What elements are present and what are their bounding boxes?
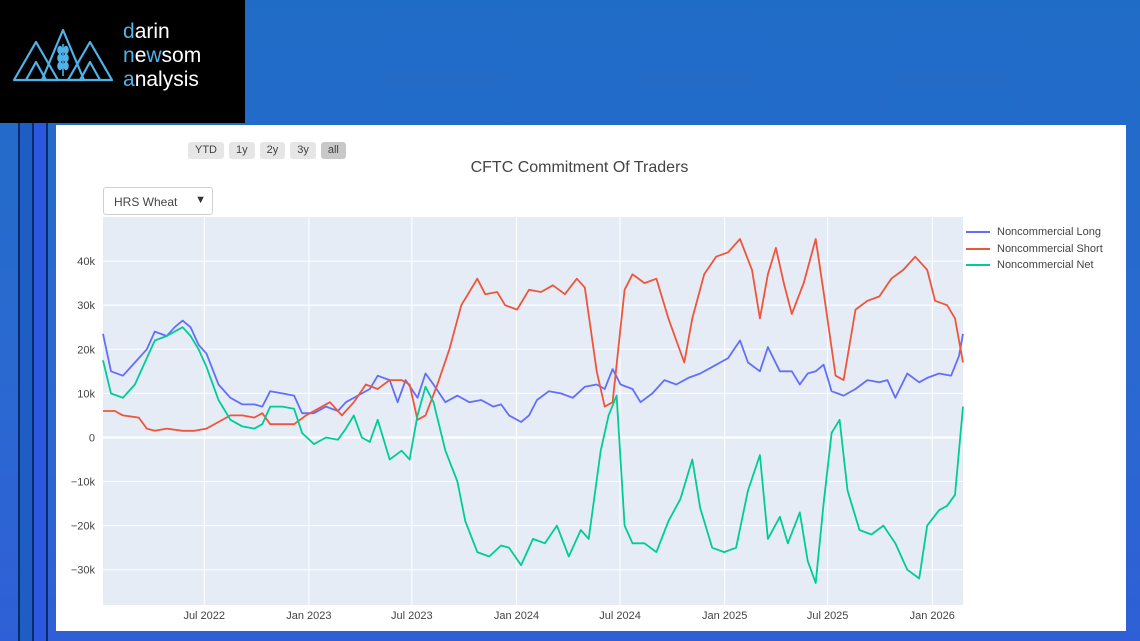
x-tick-label: Jan 2026 [910, 610, 955, 622]
y-tick-label: 40k [77, 256, 95, 268]
y-tick-label: −30k [71, 565, 96, 577]
stripe [46, 123, 48, 641]
y-tick-label: 10k [77, 388, 95, 400]
dropdown-selected-label: HRS Wheat [114, 195, 178, 209]
range-button-all[interactable]: all [320, 142, 346, 159]
brand-line-1: darin [123, 20, 170, 43]
brand-wordmark: darin newsom analysis [123, 20, 201, 92]
y-tick-label: 0 [89, 432, 95, 444]
chart-title: CFTC Commitment Of Traders [470, 159, 689, 176]
y-tick-label: 30k [77, 300, 95, 312]
y-tick-label: 20k [77, 344, 95, 356]
stripe [32, 123, 34, 641]
y-tick-label: −10k [71, 477, 96, 489]
commodity-dropdown[interactable]: HRS Wheat ▼ [103, 187, 213, 215]
brand-line-3: analysis [123, 68, 199, 91]
stripe [20, 123, 32, 641]
legend-swatch [966, 231, 990, 234]
caret-down-icon: ▼ [195, 194, 206, 206]
range-button-2y[interactable]: 2y [259, 142, 286, 159]
brand-panel: darin newsom analysis [0, 0, 245, 123]
y-tick-label: −20k [71, 521, 96, 533]
x-tick-label: Jul 2024 [599, 610, 641, 622]
range-selector: YTD 1y 2y 3y all [188, 142, 346, 159]
plot-area [103, 217, 963, 605]
mountain-wheat-logo-icon [12, 28, 114, 82]
legend-swatch [966, 247, 990, 250]
x-tick-label: Jan 2023 [286, 610, 331, 622]
stripe [34, 123, 46, 641]
stripe [18, 123, 20, 641]
decorative-stripes [0, 123, 56, 641]
series-line-noncommercial-short [103, 238, 964, 432]
x-tick-label: Jul 2023 [391, 610, 433, 622]
legend-item-noncommercial-net[interactable]: Noncommercial Net [966, 257, 1103, 274]
series-line-noncommercial-long [102, 319, 964, 423]
series-line-noncommercial-net [102, 326, 964, 584]
x-tick-label: Jul 2022 [183, 610, 225, 622]
legend-label: Noncommercial Long [997, 226, 1101, 239]
x-tick-label: Jul 2025 [807, 610, 849, 622]
range-button-1y[interactable]: 1y [229, 142, 255, 159]
legend-swatch [966, 264, 990, 267]
range-button-ytd[interactable]: YTD [188, 142, 224, 159]
chart-card: YTD 1y 2y 3y all CFTC Commitment Of Traders … [56, 125, 1126, 631]
legend-item-noncommercial-short[interactable]: Noncommercial Short [966, 241, 1103, 258]
legend-label: Noncommercial Net [997, 259, 1094, 272]
line-chart: 40k 30k 20k 10k 0 −10k −20k −30k Jul 2022 Jan 202… [71, 217, 964, 622]
range-button-3y[interactable]: 3y [290, 142, 316, 159]
chart-legend: Noncommercial Long Noncommercial Short Non… [966, 224, 1103, 274]
x-tick-label: Jan 2024 [494, 610, 539, 622]
brand-line-2: newsom [123, 44, 202, 67]
legend-label: Noncommercial Short [997, 242, 1103, 255]
legend-item-noncommercial-long[interactable]: Noncommercial Long [966, 224, 1103, 241]
x-tick-label: Jan 2025 [702, 610, 747, 622]
